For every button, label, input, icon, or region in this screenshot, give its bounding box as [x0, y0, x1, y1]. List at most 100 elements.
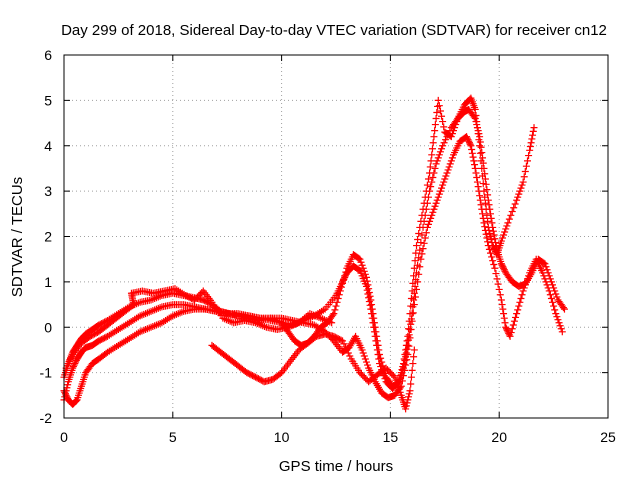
data-point	[399, 372, 407, 380]
data-point	[373, 332, 381, 340]
data-point	[556, 322, 564, 330]
data-point	[72, 397, 80, 405]
data-point	[394, 382, 402, 390]
y-tick-label: 4	[44, 138, 52, 154]
data-point	[503, 222, 511, 230]
data-point	[406, 334, 414, 342]
data-point	[429, 139, 437, 147]
data-point	[435, 190, 443, 198]
data-point	[540, 272, 548, 280]
data-point	[409, 309, 417, 317]
data-point	[401, 366, 409, 374]
data-point	[485, 245, 493, 253]
data-point	[393, 379, 401, 387]
data-point	[339, 279, 347, 287]
data-point	[475, 136, 483, 144]
data-point	[541, 275, 549, 283]
data-point	[410, 264, 418, 272]
data-point	[407, 326, 415, 334]
data-point	[513, 310, 521, 318]
data-point	[495, 285, 503, 293]
data-point	[545, 287, 553, 295]
data-point	[418, 211, 426, 219]
data-point	[481, 199, 489, 207]
data-point	[420, 199, 428, 207]
data-point	[439, 118, 447, 126]
data-point	[488, 239, 496, 247]
data-point	[474, 183, 482, 191]
data-point	[509, 321, 517, 329]
data-point	[523, 157, 531, 165]
data-point	[443, 169, 451, 177]
data-point	[438, 184, 446, 192]
x-tick-label: 15	[383, 429, 399, 445]
data-point	[483, 211, 491, 219]
data-point	[447, 157, 455, 165]
data-point	[453, 118, 461, 126]
data-point	[504, 219, 512, 227]
data-point	[343, 346, 351, 354]
data-point	[521, 281, 529, 289]
data-point	[402, 402, 410, 410]
data-point	[553, 293, 561, 301]
data-point	[417, 239, 425, 247]
data-point	[489, 243, 497, 251]
data-point	[424, 175, 432, 183]
data-point	[403, 356, 411, 364]
data-point	[328, 319, 336, 327]
data-point	[331, 306, 339, 314]
data-point	[433, 108, 441, 116]
data-point	[450, 127, 458, 135]
data-point	[478, 164, 486, 172]
data-point	[525, 272, 533, 280]
data-point	[435, 102, 443, 110]
data-point	[557, 325, 565, 333]
data-point	[405, 393, 413, 401]
data-point	[479, 154, 487, 162]
data-point	[335, 291, 343, 299]
data-point	[519, 287, 527, 295]
data-point	[340, 276, 348, 284]
x-tick-label: 5	[169, 429, 177, 445]
data-point	[484, 217, 492, 225]
data-point	[426, 163, 434, 171]
data-point	[477, 143, 485, 151]
data-point	[514, 193, 522, 201]
data-point	[72, 358, 80, 366]
data-point	[427, 157, 435, 165]
data-point	[439, 142, 447, 150]
data-point	[367, 296, 375, 304]
data-point	[507, 211, 515, 219]
data-point	[501, 319, 509, 327]
data-point	[416, 223, 424, 231]
data-point	[486, 210, 494, 218]
data-point	[375, 346, 383, 354]
data-point	[428, 178, 436, 186]
data-point	[549, 298, 557, 306]
plot-frame	[63, 54, 609, 419]
data-point	[360, 352, 368, 360]
data-point	[504, 328, 512, 336]
data-point	[463, 134, 471, 142]
data-point	[558, 328, 566, 336]
data-point	[433, 157, 441, 165]
data-point	[476, 149, 484, 157]
data-point	[410, 353, 418, 361]
y-tick-label: 1	[44, 274, 52, 290]
data-point	[476, 196, 484, 204]
data-point	[516, 298, 524, 306]
data-point	[486, 229, 494, 237]
data-point	[405, 331, 413, 339]
data-point	[424, 220, 432, 228]
data-point	[519, 178, 527, 186]
data-point	[500, 231, 508, 239]
data-point	[407, 302, 415, 310]
data-point	[414, 278, 422, 286]
data-point	[410, 346, 418, 354]
data-point	[368, 305, 376, 313]
data-point	[506, 332, 514, 340]
data-point	[523, 275, 531, 283]
data-point	[431, 127, 439, 135]
data-point	[421, 234, 429, 242]
data-point	[408, 317, 416, 325]
